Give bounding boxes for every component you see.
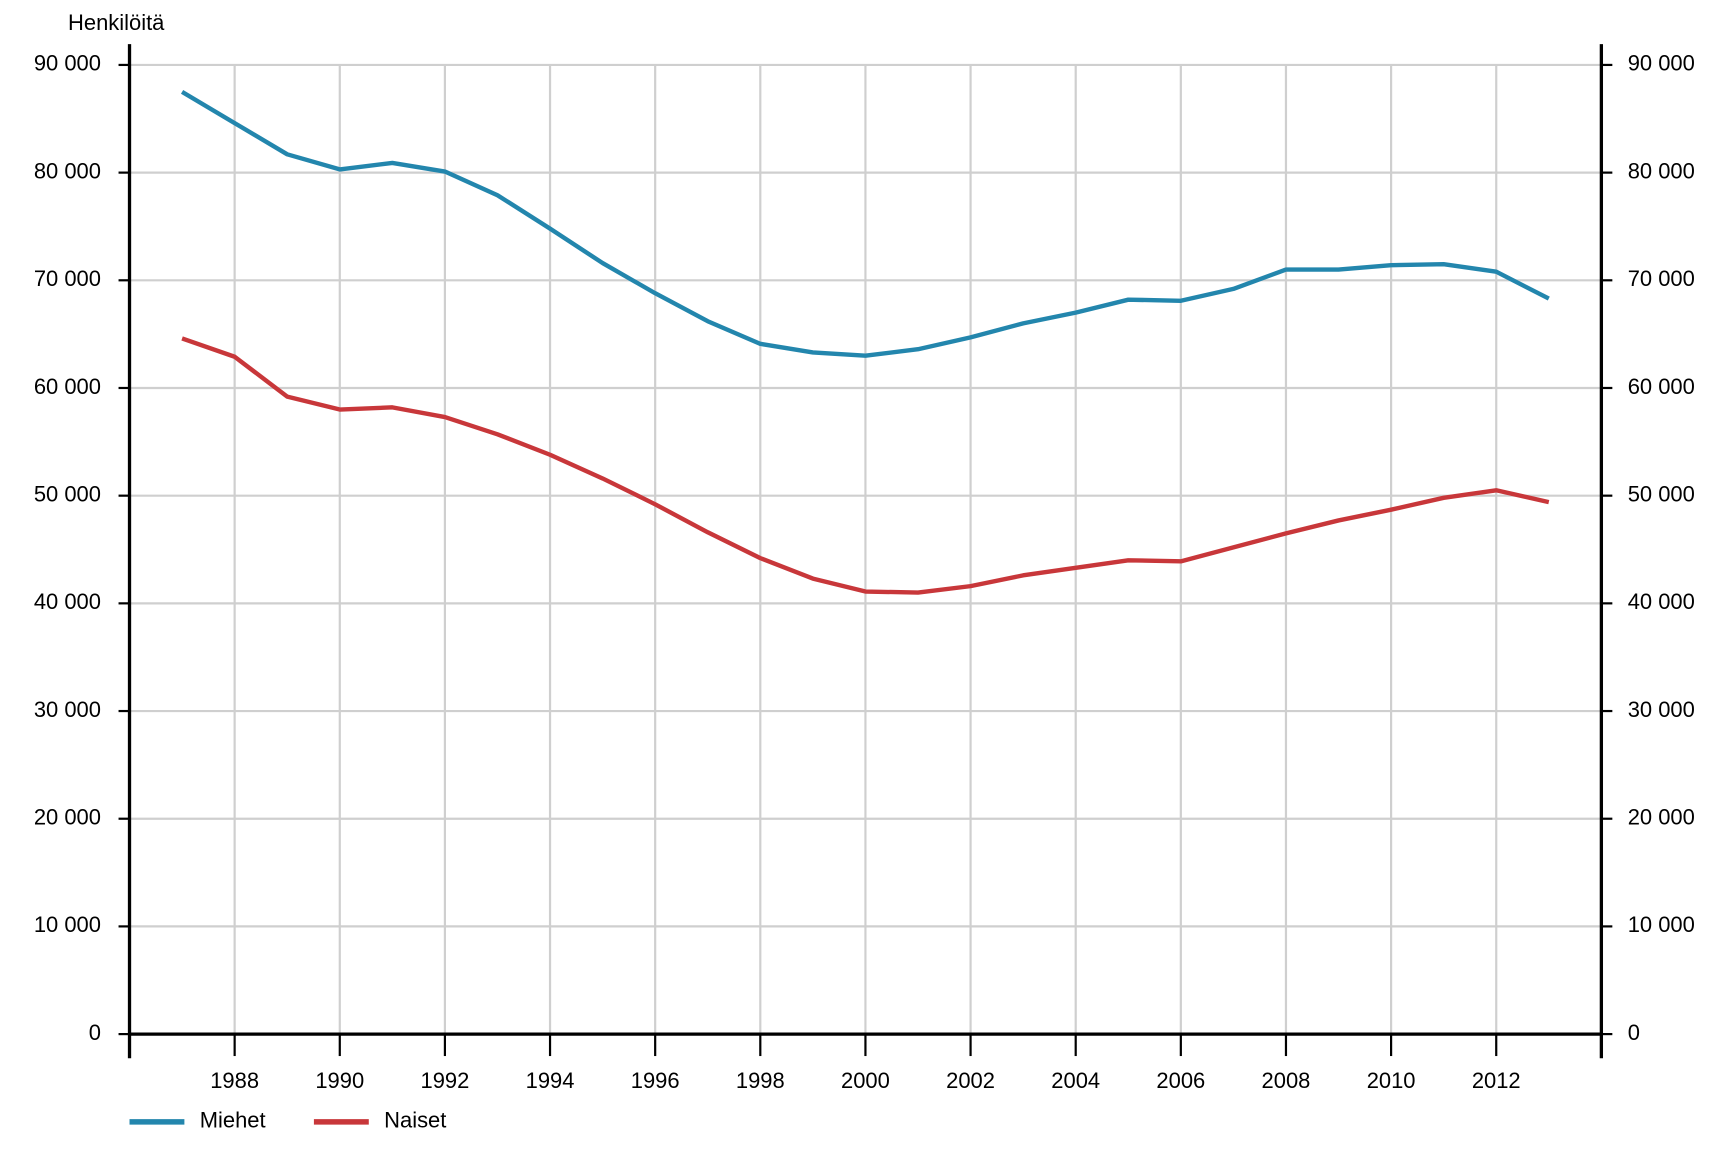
series-line <box>181 336 1550 595</box>
y-tick-label: 0 <box>89 1020 101 1045</box>
y2-tick-label: 90 000 <box>1628 51 1695 76</box>
y2-tick-label: 40 000 <box>1628 589 1695 614</box>
y-tick-label: 90 000 <box>34 51 101 76</box>
legend-label: Naiset <box>384 1108 446 1133</box>
x-tick-label: 2008 <box>1262 1068 1311 1093</box>
y-tick-label: 80 000 <box>34 158 101 183</box>
y-axis-title: Henkilöitä <box>68 10 165 35</box>
x-tick-label: 2010 <box>1367 1068 1416 1093</box>
y2-tick-label: 70 000 <box>1628 266 1695 291</box>
y-tick-label: 70 000 <box>34 266 101 291</box>
x-tick-label: 2004 <box>1051 1068 1100 1093</box>
x-tick-label: 1998 <box>736 1068 785 1093</box>
x-tick-label: 1990 <box>315 1068 364 1093</box>
x-tick-label: 2006 <box>1156 1068 1205 1093</box>
y2-tick-label: 30 000 <box>1628 697 1695 722</box>
y2-tick-label: 10 000 <box>1628 912 1695 937</box>
x-tick-label: 1992 <box>421 1068 470 1093</box>
y2-tick-label: 80 000 <box>1628 158 1695 183</box>
y-tick-label: 10 000 <box>34 912 101 937</box>
y-tick-label: 30 000 <box>34 697 101 722</box>
y2-tick-label: 50 000 <box>1628 481 1695 506</box>
y2-tick-label: 60 000 <box>1628 374 1695 399</box>
x-tick-label: 1988 <box>210 1068 259 1093</box>
y2-tick-label: 20 000 <box>1628 805 1695 830</box>
x-tick-label: 2002 <box>946 1068 995 1093</box>
x-tick-label: 2000 <box>841 1068 890 1093</box>
y-tick-label: 20 000 <box>34 805 101 830</box>
legend-label: Miehet <box>200 1108 266 1133</box>
y-tick-label: 50 000 <box>34 481 101 506</box>
x-tick-label: 1996 <box>631 1068 680 1093</box>
series-line <box>180 89 1550 358</box>
y2-tick-label: 0 <box>1628 1020 1640 1045</box>
x-tick-label: 1994 <box>526 1068 575 1093</box>
x-tick-label: 2012 <box>1472 1068 1521 1093</box>
y-tick-label: 40 000 <box>34 589 101 614</box>
y-tick-label: 60 000 <box>34 374 101 399</box>
